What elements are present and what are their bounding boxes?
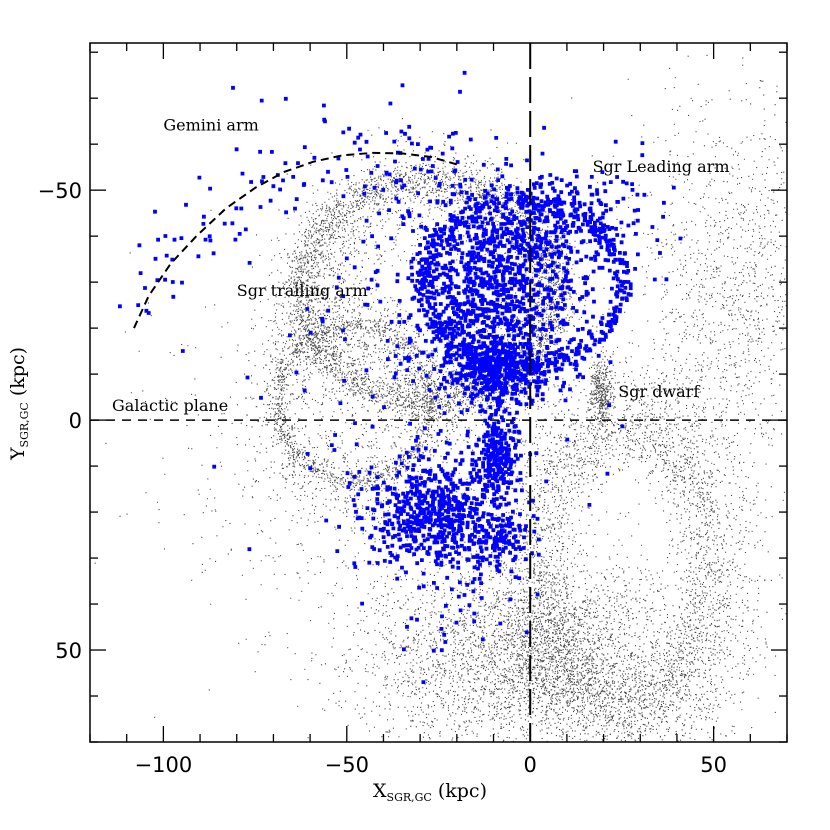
- annotation-label: Sgr trailing arm: [237, 281, 368, 300]
- x-axis-title: XSGR,GC (kpc): [373, 780, 487, 804]
- x-axis-symbol: X: [373, 780, 387, 802]
- y-axis-subscript: SGR,GC: [18, 402, 31, 447]
- stream-particles: [94, 54, 787, 742]
- annotation-label: Sgr Leading arm: [593, 157, 730, 176]
- x-tick-label: −100: [135, 753, 193, 777]
- x-tick-label: −50: [325, 753, 369, 777]
- x-axis-unit: (kpc): [438, 780, 487, 802]
- x-tick-label: 0: [524, 753, 537, 777]
- reference-lines: [90, 43, 787, 742]
- annotation-label: Gemini arm: [163, 115, 258, 134]
- y-tick-label: 0: [69, 409, 82, 433]
- annotations: Gemini arm Sgr Leading arm Galactic plane S…: [112, 115, 729, 415]
- y-axis-unit: (kpc): [7, 347, 29, 396]
- axes: −100 −50 0 50 −50 0 50: [38, 42, 788, 777]
- plot-frame: [89, 42, 788, 743]
- y-tick-label: −50: [38, 179, 82, 203]
- gemini-arm-curve: [133, 151, 458, 329]
- x-tick-label: 50: [700, 753, 727, 777]
- y-axis-title: YSGR,GC (kpc): [7, 347, 31, 461]
- y-axis-symbol: Y: [7, 447, 29, 461]
- annotation-label: Galactic plane: [112, 396, 228, 415]
- x-axis-subscript: SGR,GC: [387, 791, 432, 804]
- annotation-label: Sgr dwarf: [618, 382, 700, 401]
- stream-particle-cloud: [94, 54, 787, 742]
- y-tick-label: 50: [55, 639, 82, 663]
